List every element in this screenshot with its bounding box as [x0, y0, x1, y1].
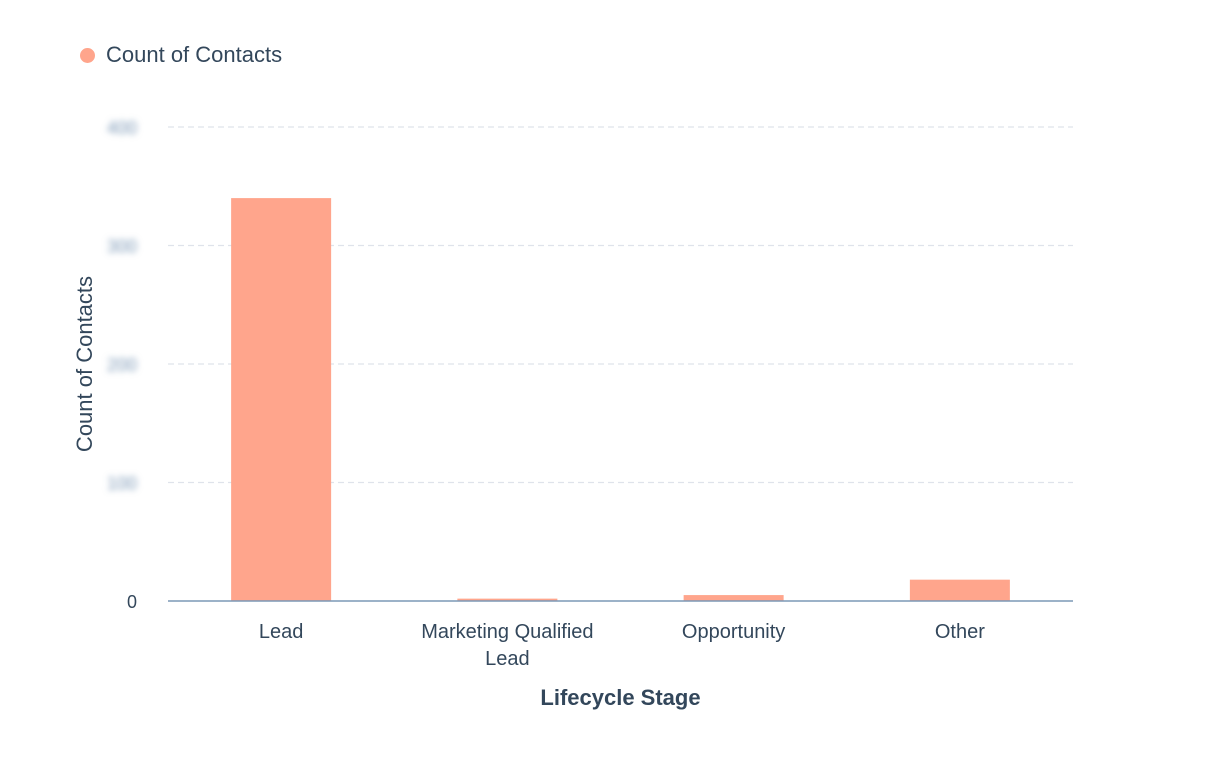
bar[interactable]: [909, 579, 1010, 601]
y-axis-title: Count of Contacts: [72, 276, 97, 452]
x-axis-labels: Lead Marketing Qualified Lead Opportunity Ot…: [259, 621, 985, 670]
bars: [231, 198, 1010, 601]
legend-swatch: [80, 47, 95, 63]
y-tick-label: 300: [107, 237, 137, 257]
x-tick-label: Lead: [259, 621, 304, 643]
y-tick-label: 0: [127, 592, 137, 612]
y-tick-label: 200: [107, 355, 137, 375]
x-tick-label: Opportunity: [682, 621, 785, 643]
legend-label: Count of Contacts: [106, 42, 283, 67]
y-tick-label: 400: [107, 118, 137, 138]
x-tick-label: Other: [935, 621, 985, 643]
legend: Count of Contacts: [80, 42, 282, 68]
bar[interactable]: [683, 595, 784, 601]
bar[interactable]: [231, 198, 332, 601]
bar[interactable]: [457, 598, 558, 601]
y-tick-label: 100: [107, 474, 137, 494]
x-tick-label: Marketing Qualified Lead: [421, 621, 593, 670]
x-axis-title: Lifecycle Stage: [540, 685, 700, 710]
y-axis-ticks: 0 100 200 300 400: [107, 118, 137, 612]
